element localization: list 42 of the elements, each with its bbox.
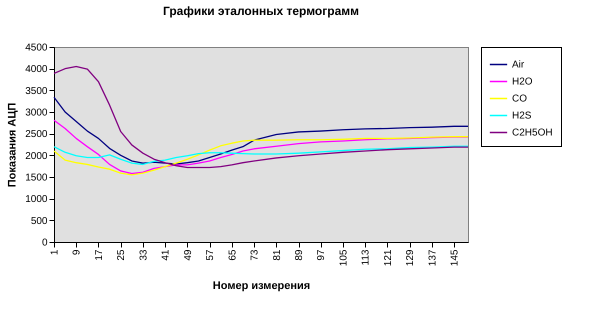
legend-label: Air — [512, 60, 525, 70]
y-tick-label: 0 — [42, 238, 48, 248]
line-series — [53, 96, 469, 165]
x-tick-label: 121 — [382, 249, 394, 266]
x-tick-label: 57 — [205, 249, 216, 261]
line-series — [53, 66, 469, 168]
x-tick-label: 41 — [160, 249, 172, 261]
line-series — [53, 136, 469, 176]
x-tick-label: 17 — [94, 249, 105, 261]
x-tick-label: 145 — [450, 249, 461, 266]
x-tick-label: 113 — [360, 249, 372, 266]
y-tick-label: 3000 — [25, 108, 48, 118]
x-tick-label: 105 — [338, 249, 350, 266]
x-tick-label: 89 — [294, 249, 306, 261]
x-tick-label: 97 — [316, 249, 328, 261]
x-tick-label: 33 — [138, 249, 150, 261]
legend-label: C2H5OH — [512, 128, 553, 138]
y-tick-label: 2500 — [25, 129, 48, 140]
x-axis-title: Номер измерения — [212, 280, 310, 292]
legend-label: H2S — [512, 110, 532, 122]
legend-label: H2O — [512, 76, 533, 88]
y-tick-label: 4000 — [25, 64, 48, 76]
y-tick-label: 3500 — [25, 86, 48, 97]
y-tick-label: 2000 — [25, 150, 48, 162]
chart-title: Графики эталонных термограмм — [162, 4, 360, 18]
y-tick-label: 4500 — [25, 42, 48, 54]
x-tick-label: 25 — [116, 249, 128, 261]
y-tick-label: 1500 — [25, 172, 48, 184]
x-tick-label: 49 — [182, 249, 194, 261]
x-tick-label: 1 — [50, 249, 60, 256]
x-tick-label: 73 — [250, 249, 261, 261]
y-axis-title: Показания АЦП — [6, 102, 18, 188]
y-tick-label: 500 — [30, 216, 48, 227]
legend-label: CO — [512, 94, 528, 104]
x-tick-label: 65 — [227, 249, 238, 261]
y-tick-label: 1000 — [25, 194, 48, 206]
x-tick-label: 9 — [72, 249, 83, 256]
x-tick-label: 137 — [427, 249, 438, 266]
x-tick-label: 129 — [405, 249, 416, 266]
line-series — [53, 120, 469, 174]
line-series — [53, 146, 469, 166]
x-tick-label: 81 — [272, 249, 283, 261]
